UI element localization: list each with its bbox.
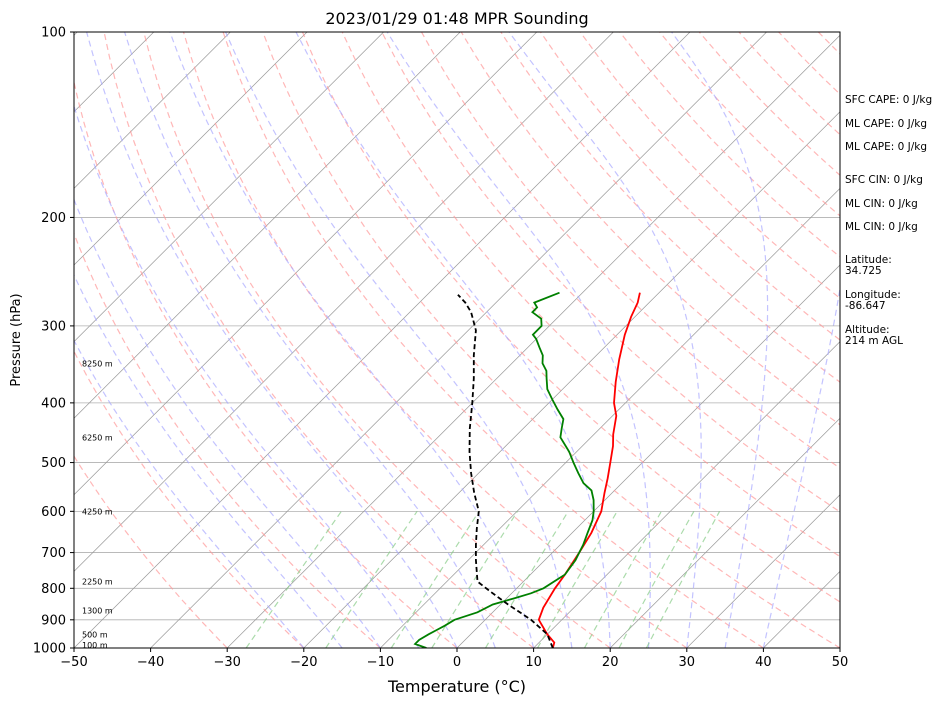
mixing-ratio-line	[484, 510, 569, 648]
dry-adiabat	[74, 455, 228, 648]
series-line-1	[537, 292, 641, 648]
isotherm-line	[74, 32, 538, 496]
isotherm-line	[74, 32, 308, 266]
y-tick-label: 1000	[33, 642, 66, 657]
dry-adiabat	[74, 79, 458, 648]
moist-adiabat	[74, 104, 420, 648]
info-line: ML CAPE: 0 J/kg	[845, 141, 928, 153]
plot-frame	[73, 31, 841, 649]
y-tick-label: 400	[41, 396, 66, 411]
info-line: ML CAPE: 0 J/kg	[845, 118, 928, 130]
dry-adiabat	[222, 32, 764, 648]
height-label: 1300 m	[82, 607, 113, 616]
height-label: 8250 m	[82, 359, 113, 368]
x-tick-label: 40	[755, 655, 772, 670]
series-layer	[413, 291, 641, 648]
x-tick-label: −40	[137, 655, 164, 670]
mixing-ratio-line	[431, 510, 519, 648]
x-tick-label: −10	[367, 655, 394, 670]
y-tick-label: 900	[41, 613, 66, 628]
moist-adiabat	[386, 32, 651, 648]
x-axis-label: Temperature (°C)	[387, 677, 526, 696]
mixing-ratio-line	[618, 511, 695, 648]
moist-adiabat	[86, 32, 458, 648]
height-label: 100 m	[82, 641, 108, 650]
y-tick-label: 300	[41, 319, 66, 334]
moist-adiabat	[295, 32, 611, 648]
isotherm-line	[609, 417, 840, 648]
isotherm-line	[74, 32, 231, 189]
dry-adiabat	[74, 231, 381, 648]
info-line: SFC CIN: 0 J/kg	[845, 174, 923, 186]
x-tick-label: 0	[453, 655, 461, 670]
x-tick-label: 30	[679, 655, 696, 670]
y-tick-label: 200	[41, 211, 66, 226]
y-tick-label: 800	[41, 582, 66, 597]
x-tick-label: 50	[832, 655, 849, 670]
y-axis-label: Pressure (hPa)	[9, 293, 24, 386]
mixing-ratio-line	[536, 510, 618, 648]
height-label: 4250 m	[82, 507, 113, 516]
mixing-ratio-line	[245, 510, 342, 648]
info-line: SFC CAPE: 0 J/kg	[845, 94, 933, 106]
moist-adiabat	[124, 32, 496, 648]
isotherm-line	[74, 32, 691, 648]
info-line: ML CIN: 0 J/kg	[845, 198, 918, 210]
dry-adiabat	[579, 32, 840, 300]
y-tick-label: 700	[41, 546, 66, 561]
dry-adiabat	[143, 32, 611, 648]
height-label: 2250 m	[82, 578, 113, 587]
info-line: Altitude: 214 m AGL	[845, 324, 903, 347]
moist-adiabat	[671, 32, 769, 648]
isotherm-line	[303, 111, 840, 648]
isotherm-line	[74, 32, 384, 343]
info-line: Latitude: 34.725	[845, 254, 892, 277]
isotherm-line	[74, 32, 614, 572]
moist-adiabat	[225, 32, 573, 648]
moist-adiabat	[169, 32, 535, 648]
height-label: 500 m	[82, 630, 108, 639]
y-tick-label: 100	[41, 26, 66, 41]
dry-adiabat	[103, 32, 534, 648]
info-line: ML CIN: 0 J/kg	[845, 221, 918, 233]
moist-adiabat	[762, 285, 840, 648]
moist-adiabat	[508, 32, 702, 648]
mixing-ratio-line	[645, 511, 721, 648]
x-tick-label: −50	[60, 655, 87, 670]
isotherm-line	[456, 264, 840, 648]
labels-layer: −50 −40 −30 −20 −10 0 10 20 30 40 50 100 200 300 400 50…	[33, 26, 848, 671]
chart-title: 2023/01/29 01:48 MPR Sounding	[325, 9, 588, 28]
isotherm-line	[74, 32, 461, 419]
x-tick-label: 10	[525, 655, 542, 670]
dry-adiabat	[262, 32, 840, 648]
series-line-3	[457, 294, 554, 648]
x-tick-label: 20	[602, 655, 619, 670]
dry-adiabat	[74, 350, 305, 648]
y-tick-label: 600	[41, 505, 66, 520]
series-line-2	[413, 291, 595, 648]
x-tick-label: −20	[290, 655, 317, 670]
info-line: Longitude: -86.647	[845, 289, 901, 312]
y-tick-label: 500	[41, 456, 66, 471]
isotherm-line	[380, 187, 840, 648]
moist-adiabat	[74, 197, 381, 648]
isotherm-line	[686, 494, 840, 648]
isotherm-line	[0, 32, 1, 648]
x-tick-label: −30	[213, 655, 240, 670]
isotherm-line	[226, 34, 840, 648]
mixing-ratio-line	[325, 510, 418, 648]
background-lines	[0, 32, 840, 648]
mixing-ratio-line	[583, 511, 662, 648]
isotherm-line	[150, 32, 767, 648]
isotherm-line	[533, 341, 840, 648]
height-label: 6250 m	[82, 433, 113, 442]
mixing-ratio-line	[390, 510, 480, 648]
